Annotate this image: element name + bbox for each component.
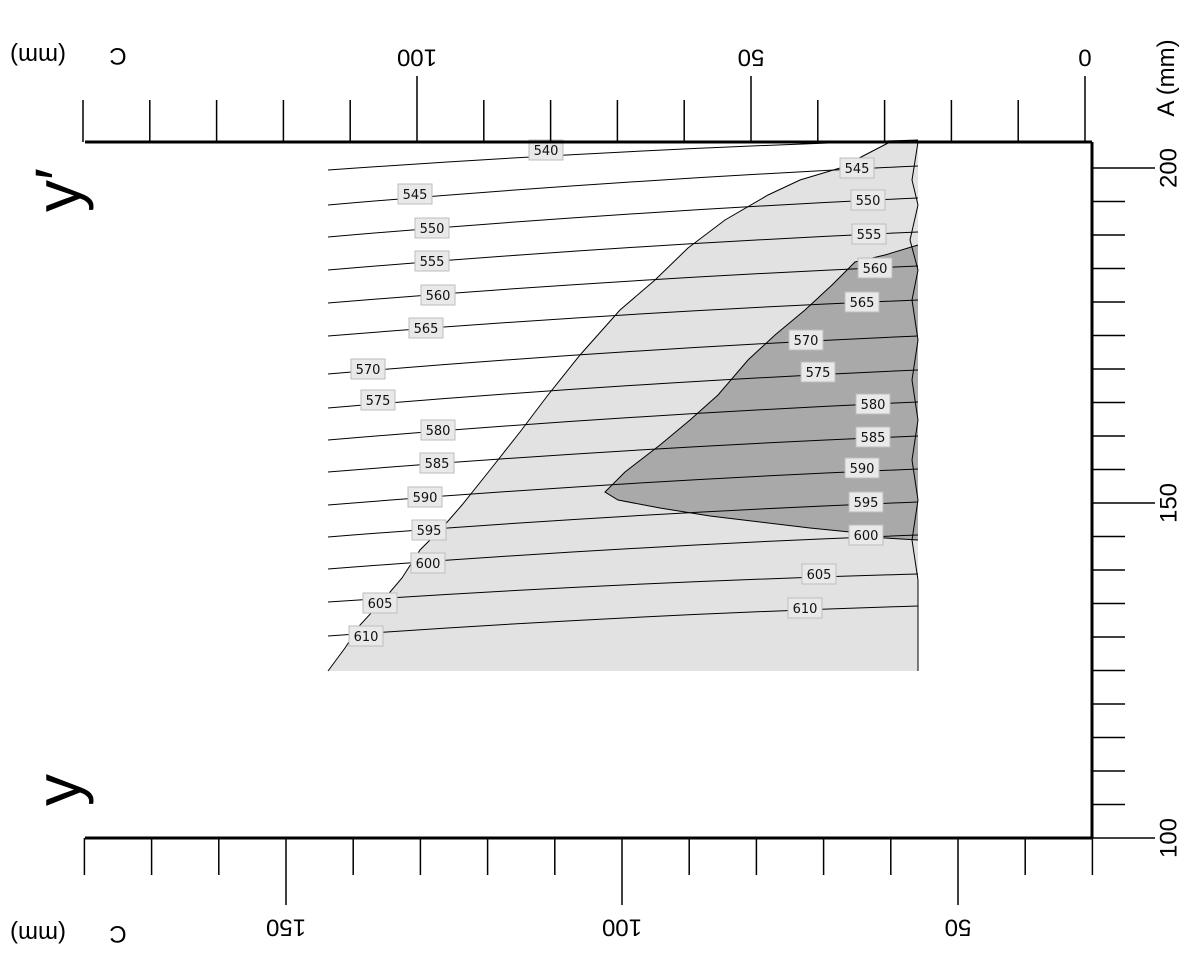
isoline-label: 545 xyxy=(840,158,874,178)
isoline-label: 550 xyxy=(415,218,449,238)
top-axis-title: C xyxy=(109,42,126,69)
y-label: y xyxy=(22,774,94,806)
isoline-label-text: 565 xyxy=(414,322,439,337)
isoline-label: 565 xyxy=(409,318,443,338)
bottom_axis-tick-label: 100 xyxy=(602,914,642,941)
isoline-label: 610 xyxy=(349,626,383,646)
isoline-label-text: 550 xyxy=(420,222,445,237)
isoline-label: 610 xyxy=(788,598,822,618)
isoline-label-text: 595 xyxy=(854,496,879,511)
isoline-label: 565 xyxy=(845,292,879,312)
isoline-label: 560 xyxy=(421,285,455,305)
isoline-label-text: 560 xyxy=(426,289,451,304)
isoline-label-text: 555 xyxy=(857,228,882,243)
isoline-label-text: 600 xyxy=(416,557,441,572)
isoline-label-text: 595 xyxy=(417,524,442,539)
bottom_axis-tick-label: 150 xyxy=(266,914,306,941)
isoline-label-text: 590 xyxy=(850,462,875,477)
top_axis-tick-label: 0 xyxy=(1078,44,1091,71)
isoline-label-text: 570 xyxy=(794,334,819,349)
isoline-label: 585 xyxy=(856,427,890,447)
isoline-label: 555 xyxy=(415,251,449,271)
top_axis-tick-label: 50 xyxy=(738,44,765,71)
isoline-label: 570 xyxy=(789,330,823,350)
isoline-label: 595 xyxy=(849,492,883,512)
isoline-label-text: 600 xyxy=(854,529,879,544)
isoline-label-text: 540 xyxy=(534,144,559,159)
isoline-label: 605 xyxy=(363,593,397,613)
isoline-label: 580 xyxy=(856,394,890,414)
side_axis-tick-label: 100 xyxy=(1155,818,1182,858)
isoline-label-text: 590 xyxy=(413,491,438,506)
isoline-label-text: 545 xyxy=(845,162,870,177)
top_axis-tick-label: 100 xyxy=(397,44,437,71)
isoline-label: 575 xyxy=(361,390,395,410)
isoline-label: 545 xyxy=(398,184,432,204)
isoline-label-text: 575 xyxy=(806,366,831,381)
isoline-label-text: 565 xyxy=(850,296,875,311)
isoline-label: 555 xyxy=(852,224,886,244)
isoline-label-text: 585 xyxy=(861,431,886,446)
isoline-label: 590 xyxy=(845,458,879,478)
isoline-label: 590 xyxy=(408,487,442,507)
isoline-label: 570 xyxy=(351,359,385,379)
isoline-label: 595 xyxy=(412,520,446,540)
isoline-label: 605 xyxy=(802,564,836,584)
isoline-label-text: 555 xyxy=(420,255,445,270)
isoline-label: 580 xyxy=(421,420,455,440)
isoline xyxy=(328,140,918,170)
isoline-label-text: 610 xyxy=(793,602,818,617)
isoline-label-text: 580 xyxy=(861,398,886,413)
side_axis-tick-label: 200 xyxy=(1155,148,1182,188)
top-axis-unit: (mm) xyxy=(10,42,66,69)
isoline-label: 550 xyxy=(851,190,885,210)
isoline-label-text: 550 xyxy=(856,194,881,209)
isoline-label: 560 xyxy=(858,258,892,278)
isoline-label-text: 575 xyxy=(366,394,391,409)
bottom-axis-title: C xyxy=(109,920,126,947)
y-prime-label: y′ xyxy=(22,168,94,212)
isoline-label-text: 585 xyxy=(425,457,450,472)
isoline-label-text: 580 xyxy=(426,424,451,439)
side_axis-tick-label: 150 xyxy=(1155,483,1182,523)
isoline-label-text: 605 xyxy=(807,568,832,583)
isoline-label: 600 xyxy=(411,553,445,573)
isoline-label: 575 xyxy=(801,362,835,382)
bottom-axis-unit: (mm) xyxy=(10,920,66,947)
isoline-label-text: 560 xyxy=(863,262,888,277)
isoline-label-text: 605 xyxy=(368,597,393,612)
isoline-label-text: 610 xyxy=(354,630,379,645)
side-axis-title: A (mm) xyxy=(1153,39,1180,116)
isoline-label-text: 570 xyxy=(356,363,381,378)
isoline-label: 585 xyxy=(420,453,454,473)
isoline-label: 600 xyxy=(849,525,883,545)
isoline-label-text: 545 xyxy=(403,188,428,203)
bottom_axis-tick-label: 50 xyxy=(945,914,972,941)
